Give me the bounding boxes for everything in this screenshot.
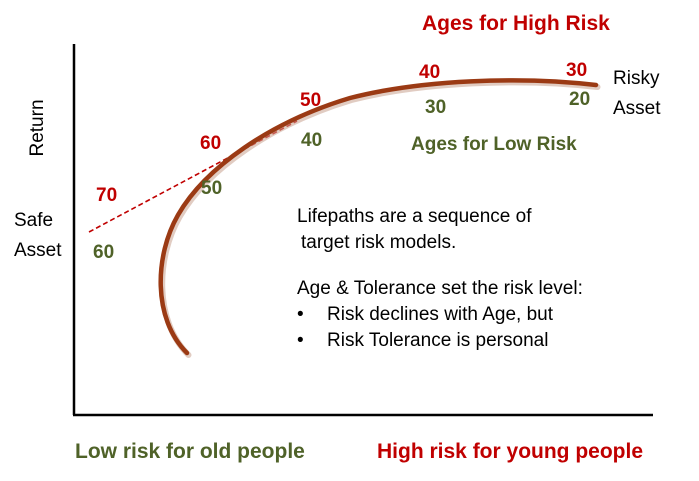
high-risk-age-70: 70 <box>96 185 118 206</box>
lifepath-curve <box>158 78 599 356</box>
description-block: Lifepaths are a sequence of target risk … <box>297 204 583 354</box>
low-risk-age-40: 40 <box>301 130 323 151</box>
risky-asset-label-line1: Risky <box>613 68 660 89</box>
high-risk-age-50: 50 <box>300 90 322 111</box>
high-risk-age-60: 60 <box>200 133 222 154</box>
low-risk-age-20: 20 <box>569 89 591 110</box>
high-risk-ages-title: Ages for High Risk <box>422 12 610 35</box>
high-risk-age-30: 30 <box>566 60 588 81</box>
high-risk-age-40: 40 <box>419 62 441 83</box>
low-risk-age-50: 50 <box>201 178 223 199</box>
low-risk-ages-title: Ages for Low Risk <box>411 134 577 155</box>
description-line-1: Lifepaths are a sequence of <box>297 206 532 227</box>
safe-asset-label-line2: Asset <box>14 240 62 261</box>
safe-asset-label-line1: Safe <box>14 210 54 231</box>
description-bullets: Risk declines with Age, but Risk Toleran… <box>297 302 583 354</box>
description-line-2: target risk models. <box>301 232 457 253</box>
low-risk-age-30: 30 <box>425 97 447 118</box>
description-line-3: Age & Tolerance set the risk level: <box>297 278 583 299</box>
low-risk-age-60: 60 <box>93 242 115 263</box>
bullet-item: Risk Tolerance is personal <box>297 328 583 354</box>
footer-high-risk-label: High risk for young people <box>377 440 644 463</box>
bullet-item: Risk declines with Age, but <box>297 302 583 328</box>
footer-low-risk-label: Low risk for old people <box>75 440 305 463</box>
risky-asset-label-line2: Asset <box>613 98 661 119</box>
y-axis-label: Return <box>27 99 48 157</box>
